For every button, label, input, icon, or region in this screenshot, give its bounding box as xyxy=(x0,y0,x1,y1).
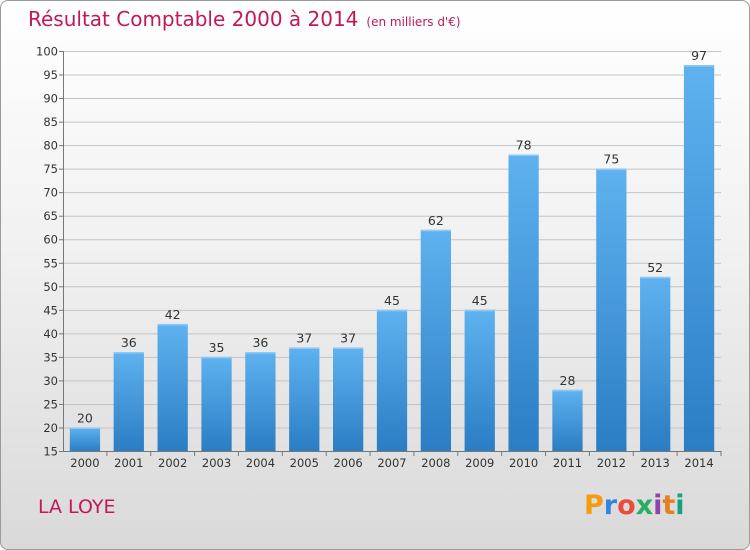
bar-highlight xyxy=(157,323,188,326)
bar-2000 xyxy=(69,427,101,451)
bar-highlight xyxy=(464,309,495,312)
logo-letter: o xyxy=(617,490,636,521)
data-label: 97 xyxy=(691,48,707,63)
logo-letter: P xyxy=(584,490,604,521)
x-tick-label: 2012 xyxy=(597,456,626,470)
x-tick-label: 2010 xyxy=(509,456,538,470)
bar-highlight xyxy=(201,356,232,359)
logo-letter: i xyxy=(653,490,663,521)
y-tick-label: 15 xyxy=(43,445,58,459)
bar-highlight xyxy=(640,276,671,279)
data-label: 28 xyxy=(560,373,576,388)
y-tick-label: 100 xyxy=(36,45,58,59)
bar-2002 xyxy=(157,323,188,451)
x-tick-label: 2001 xyxy=(114,456,143,470)
bar-2008 xyxy=(420,229,452,451)
x-tick-label: 2002 xyxy=(158,456,187,470)
x-tick-label: 2014 xyxy=(684,456,713,470)
bar-highlight xyxy=(69,427,101,429)
y-tick-label: 20 xyxy=(43,421,58,435)
bar-2010 xyxy=(508,154,539,451)
data-label: 37 xyxy=(296,330,312,345)
commune-name: LA LOYE xyxy=(38,496,116,518)
x-tick-label: 2006 xyxy=(333,456,362,470)
bar-layer: 20 36 42 35 36 37 37 45 62 45 78 28 75 52 97 xyxy=(69,48,715,451)
y-tick-label: 35 xyxy=(43,350,58,364)
logo-letter: t xyxy=(662,490,676,521)
data-label: 42 xyxy=(165,307,181,322)
chart-subtitle: (en milliers d'€) xyxy=(366,15,461,29)
y-tick-label: 45 xyxy=(43,303,58,317)
logo-letter: r xyxy=(603,490,618,521)
bar-highlight xyxy=(420,229,452,232)
data-label: 62 xyxy=(428,213,444,228)
bar-highlight xyxy=(376,309,408,312)
y-tick-label: 85 xyxy=(43,115,58,129)
bar-highlight xyxy=(508,154,539,157)
x-tick-label: 2009 xyxy=(465,456,494,470)
x-tick-label: 2005 xyxy=(290,456,319,470)
x-tick-label: 2011 xyxy=(553,456,582,470)
bar-highlight xyxy=(596,168,627,171)
bar-2013 xyxy=(640,276,671,451)
bar-2009 xyxy=(464,309,495,451)
y-tick-label: 60 xyxy=(43,233,58,247)
bar-2001 xyxy=(113,352,144,451)
y-tick-label: 75 xyxy=(43,162,58,176)
y-tick-label: 70 xyxy=(43,186,58,200)
bar-2003 xyxy=(201,356,232,451)
y-tick-label: 90 xyxy=(43,92,58,106)
proxiti-logo[interactable]: Proxiti xyxy=(584,490,685,521)
data-label: 35 xyxy=(209,340,225,355)
data-label: 78 xyxy=(516,138,532,153)
data-label: 37 xyxy=(340,330,356,345)
y-tick-label: 30 xyxy=(43,374,58,388)
data-label: 45 xyxy=(384,293,400,308)
data-label: 75 xyxy=(603,152,619,167)
axis-layer: 15 20 25 30 35 40 45 50 55 60 65 70 75 80 85 90 95 100 200… xyxy=(36,45,722,470)
bar-highlight xyxy=(683,65,715,67)
chart-title: Résultat Comptable 2000 à 2014 (en millie… xyxy=(28,7,461,31)
bar-highlight xyxy=(552,389,583,392)
data-label: 45 xyxy=(472,293,488,308)
bar-2011 xyxy=(552,389,583,451)
x-tick-label: 2000 xyxy=(70,456,99,470)
x-tick-label: 2008 xyxy=(421,456,450,470)
x-tick-label: 2013 xyxy=(641,456,670,470)
bar-2004 xyxy=(245,352,276,451)
logo-letter: i xyxy=(675,490,685,521)
chart-title-text: Résultat Comptable 2000 à 2014 xyxy=(28,7,359,31)
bar-2014 xyxy=(683,65,715,451)
data-label: 36 xyxy=(121,335,137,350)
x-tick-label: 2004 xyxy=(246,456,275,470)
y-tick-label: 40 xyxy=(43,327,58,341)
bar-2006 xyxy=(332,347,364,451)
y-tick-label: 25 xyxy=(43,397,58,411)
y-tick-label: 95 xyxy=(43,68,58,82)
data-label: 20 xyxy=(77,410,93,425)
y-tick-label: 65 xyxy=(43,209,58,223)
bar-2007 xyxy=(376,309,408,451)
x-tick-label: 2003 xyxy=(202,456,231,470)
y-tick-label: 55 xyxy=(43,256,58,270)
x-tick-label: 2007 xyxy=(377,456,406,470)
bar-2012 xyxy=(596,168,627,451)
y-tick-label: 50 xyxy=(43,280,58,294)
bar-highlight xyxy=(332,347,364,349)
y-tick-label: 80 xyxy=(43,139,58,153)
bar-highlight xyxy=(113,352,144,354)
logo-letter: x xyxy=(635,490,654,521)
data-label: 52 xyxy=(647,260,663,275)
bar-highlight xyxy=(245,352,276,354)
bar-2005 xyxy=(289,347,320,451)
data-label: 36 xyxy=(252,335,268,350)
bar-highlight xyxy=(289,347,320,349)
